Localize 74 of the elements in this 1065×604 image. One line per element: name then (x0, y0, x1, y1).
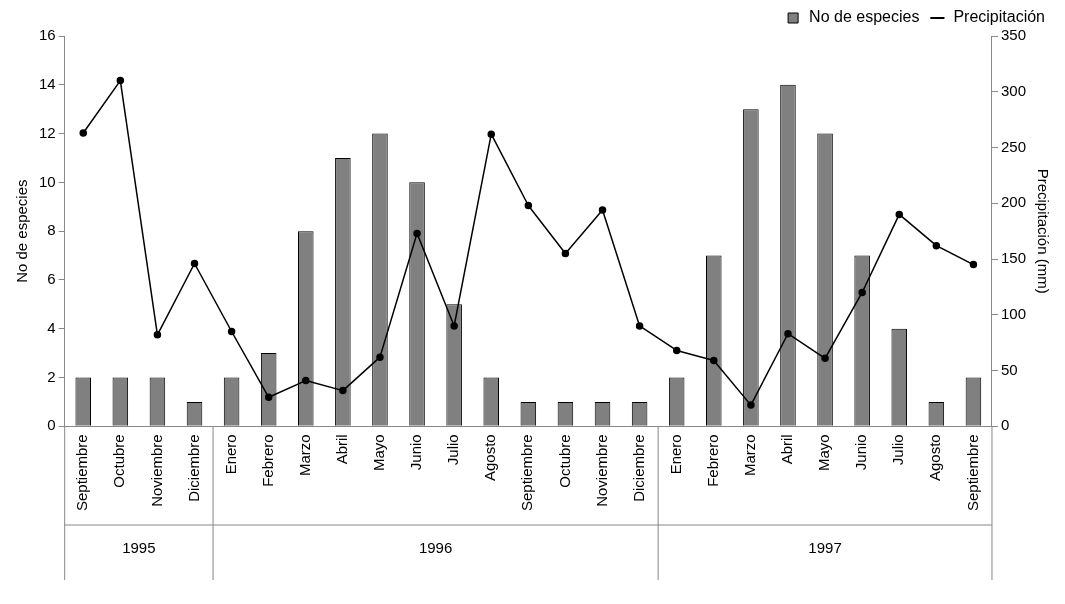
x-tick-label: Julio (444, 434, 462, 466)
legend-label: Precipitación (953, 8, 1046, 26)
x-tick-label: Enero (221, 434, 239, 475)
y2-tick-label: 300 (1000, 81, 1026, 99)
point (858, 288, 866, 297)
y2-tick-label: 100 (1000, 304, 1026, 322)
x-tick-label: Marzo (295, 434, 313, 476)
y2-tick-label: 0 (1000, 416, 1010, 434)
legend-label: No de especies (809, 8, 920, 26)
point (598, 206, 607, 214)
point (413, 229, 421, 238)
x-tick-label: Marzo (741, 434, 759, 476)
y-tick-label: 6 (47, 270, 56, 288)
x-tick-label: Julio (889, 434, 907, 466)
x-tick-label: Diciembre (629, 434, 647, 502)
point (672, 346, 681, 355)
point (969, 260, 978, 269)
y-tick-label: 14 (39, 74, 56, 92)
x-tick-label: Septiembre (518, 434, 536, 512)
point (710, 356, 718, 365)
point (487, 130, 495, 138)
x-tick-label: Septiembre (73, 434, 91, 512)
y2-tick-label: 350 (1000, 26, 1026, 44)
y-tick-label: 16 (39, 26, 56, 44)
point (895, 210, 903, 219)
text: 1995 (122, 539, 156, 557)
x-tick-label: Febrero (258, 434, 276, 487)
x-tick-label: Octubre (555, 434, 573, 488)
text: 1997 (808, 539, 842, 557)
point (450, 322, 458, 330)
point (79, 129, 87, 137)
point (153, 331, 162, 339)
x-tick-label: Septiembre (963, 434, 981, 512)
y-tick-label: 10 (39, 172, 56, 190)
x-tick-label: Noviembre (147, 434, 165, 507)
x-tick-label: Agosto (926, 434, 944, 481)
x-tick-label: Junio (407, 434, 425, 471)
x-tick-label: Agosto (481, 434, 499, 481)
y2-tick-label: 150 (1000, 249, 1026, 267)
point (932, 241, 941, 250)
point (116, 76, 125, 85)
point (524, 201, 533, 210)
y-tick-label: 0 (47, 416, 56, 434)
y-tick-label: 8 (47, 221, 56, 239)
point (747, 401, 755, 409)
point (635, 322, 644, 330)
x-tick-label: Mayo (815, 434, 833, 471)
point (264, 393, 273, 402)
x-tick-label: Diciembre (184, 434, 202, 502)
point (302, 376, 310, 385)
x-tick-label: Abril (333, 434, 351, 465)
y2-tick-label: 50 (1000, 360, 1018, 378)
x-tick-label: Enero (666, 434, 684, 475)
x-tick-label: Mayo (370, 434, 388, 471)
x-tick-label: Octubre (110, 434, 128, 488)
y2-tick-label: 250 (1000, 137, 1026, 155)
x-tick-label: Febrero (703, 434, 721, 487)
point (190, 259, 199, 268)
text: 1996 (418, 539, 453, 557)
point (821, 354, 829, 363)
y-tick-label: 2 (47, 367, 56, 385)
point (376, 353, 384, 361)
point (561, 249, 570, 258)
y2-axis-title: Precipitación (mm) (1034, 168, 1052, 294)
y-axis-title: No de especies (13, 179, 31, 283)
point (227, 327, 236, 336)
y2-tick-label: 200 (1000, 193, 1026, 211)
y-tick-label: 12 (39, 123, 56, 141)
y-tick-label: 4 (47, 318, 56, 336)
point (339, 386, 347, 395)
x-tick-label: Abril (778, 434, 796, 465)
x-tick-label: Noviembre (592, 434, 610, 507)
point (784, 329, 792, 338)
x-tick-label: Junio (852, 434, 870, 471)
